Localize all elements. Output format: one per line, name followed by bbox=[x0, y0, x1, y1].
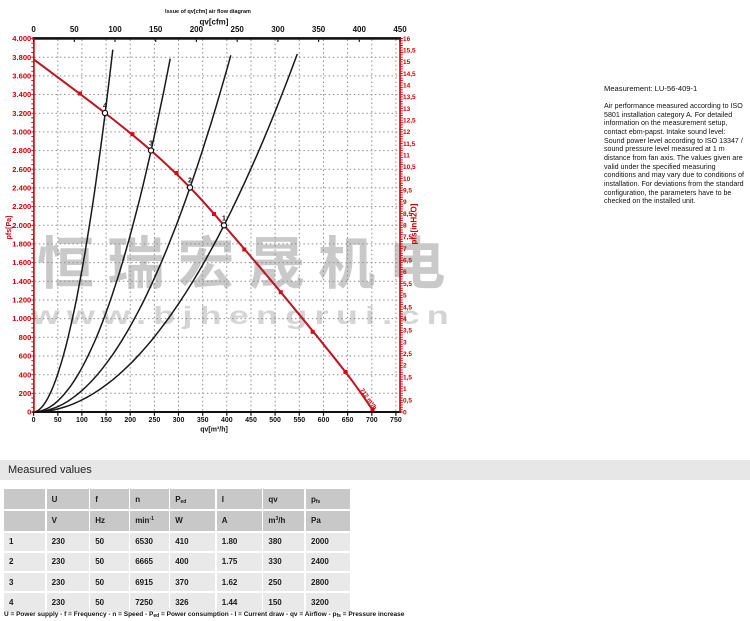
svg-text:500: 500 bbox=[269, 417, 281, 424]
svg-text:2,5: 2,5 bbox=[403, 351, 412, 358]
svg-text:2: 2 bbox=[403, 363, 407, 370]
svg-text:www.bjhengrui.cn: www.bjhengrui.cn bbox=[30, 302, 450, 330]
svg-text:11: 11 bbox=[403, 153, 410, 160]
svg-text:2.600: 2.600 bbox=[12, 165, 31, 174]
svg-text:300: 300 bbox=[271, 25, 285, 34]
svg-text:3,5: 3,5 bbox=[403, 328, 412, 335]
svg-text:11,5: 11,5 bbox=[403, 141, 416, 148]
svg-text:14: 14 bbox=[403, 83, 411, 90]
svg-text:pfs[Pa]: pfs[Pa] bbox=[6, 216, 13, 240]
svg-text:650: 650 bbox=[342, 417, 354, 424]
svg-text:3.400: 3.400 bbox=[12, 90, 31, 99]
svg-text:14,5: 14,5 bbox=[403, 71, 416, 78]
svg-text:2: 2 bbox=[188, 178, 192, 185]
svg-text:350: 350 bbox=[312, 25, 326, 34]
svg-text:15: 15 bbox=[403, 59, 411, 66]
svg-text:750: 750 bbox=[390, 417, 402, 424]
svg-text:400: 400 bbox=[221, 417, 233, 424]
svg-text:10: 10 bbox=[403, 176, 411, 183]
svg-text:50: 50 bbox=[70, 25, 79, 34]
svg-text:0: 0 bbox=[27, 408, 31, 417]
svg-text:15,5: 15,5 bbox=[403, 48, 416, 55]
svg-text:4: 4 bbox=[103, 103, 107, 110]
svg-text:1,5: 1,5 bbox=[403, 374, 412, 381]
svg-text:3: 3 bbox=[149, 141, 153, 148]
svg-text:200: 200 bbox=[124, 417, 136, 424]
svg-text:8,5: 8,5 bbox=[403, 211, 412, 218]
svg-text:600: 600 bbox=[318, 417, 330, 424]
svg-text:1: 1 bbox=[403, 386, 407, 393]
svg-text:13: 13 bbox=[403, 106, 411, 113]
svg-text:3.800: 3.800 bbox=[12, 53, 31, 62]
svg-text:600: 600 bbox=[19, 352, 32, 361]
svg-text:1: 1 bbox=[222, 216, 226, 223]
svg-text:250: 250 bbox=[149, 417, 161, 424]
svg-text:450: 450 bbox=[393, 25, 407, 34]
svg-text:150: 150 bbox=[100, 417, 112, 424]
svg-text:7: 7 bbox=[403, 246, 407, 253]
svg-text:450: 450 bbox=[245, 417, 257, 424]
svg-text:550: 550 bbox=[293, 417, 305, 424]
svg-text:1.200: 1.200 bbox=[12, 296, 31, 305]
svg-text:712 m³/h: 712 m³/h bbox=[358, 387, 378, 411]
svg-text:5,5: 5,5 bbox=[403, 281, 412, 288]
svg-text:5: 5 bbox=[403, 293, 407, 300]
svg-text:16: 16 bbox=[403, 36, 411, 43]
svg-text:2.000: 2.000 bbox=[12, 221, 31, 230]
svg-text:2.800: 2.800 bbox=[12, 146, 31, 155]
svg-text:1.600: 1.600 bbox=[12, 258, 31, 267]
svg-text:800: 800 bbox=[19, 333, 32, 342]
svg-text:3.000: 3.000 bbox=[12, 128, 31, 137]
svg-text:150: 150 bbox=[149, 25, 163, 34]
svg-text:8: 8 bbox=[403, 223, 407, 230]
svg-text:700: 700 bbox=[366, 417, 378, 424]
svg-text:400: 400 bbox=[19, 370, 32, 379]
svg-text:Issue of qv[cfm] air flow diag: Issue of qv[cfm] air flow diagram bbox=[165, 9, 251, 15]
svg-text:1.400: 1.400 bbox=[12, 277, 31, 286]
svg-text:3.600: 3.600 bbox=[12, 72, 31, 81]
svg-text:300: 300 bbox=[173, 417, 185, 424]
svg-text:0: 0 bbox=[31, 25, 36, 34]
svg-text:350: 350 bbox=[197, 417, 209, 424]
svg-text:2.200: 2.200 bbox=[12, 202, 31, 211]
svg-text:0: 0 bbox=[403, 409, 407, 416]
svg-text:400: 400 bbox=[353, 25, 367, 34]
svg-text:7,5: 7,5 bbox=[403, 234, 412, 241]
svg-text:qv[m³/h]: qv[m³/h] bbox=[200, 427, 228, 434]
svg-text:100: 100 bbox=[108, 25, 122, 34]
svg-text:qv[cfm]: qv[cfm] bbox=[200, 18, 229, 27]
svg-text:4.000: 4.000 bbox=[12, 34, 31, 43]
svg-text:10,5: 10,5 bbox=[403, 164, 416, 171]
svg-text:4: 4 bbox=[403, 316, 407, 323]
svg-text:6: 6 bbox=[403, 269, 407, 276]
svg-text:3: 3 bbox=[403, 339, 407, 346]
svg-text:200: 200 bbox=[19, 389, 32, 398]
svg-text:1.800: 1.800 bbox=[12, 240, 31, 249]
svg-text:9,5: 9,5 bbox=[403, 188, 412, 195]
svg-text:1.000: 1.000 bbox=[12, 314, 31, 323]
svg-text:250: 250 bbox=[231, 25, 245, 34]
svg-text:4,5: 4,5 bbox=[403, 304, 412, 311]
svg-text:2.400: 2.400 bbox=[12, 184, 31, 193]
svg-text:13,5: 13,5 bbox=[403, 94, 416, 101]
svg-text:100: 100 bbox=[76, 417, 88, 424]
svg-text:6,5: 6,5 bbox=[403, 258, 412, 265]
svg-text:50: 50 bbox=[54, 417, 62, 424]
svg-text:0: 0 bbox=[32, 417, 36, 424]
svg-text:9: 9 bbox=[403, 199, 407, 206]
svg-text:12,5: 12,5 bbox=[403, 118, 416, 125]
svg-text:12: 12 bbox=[403, 129, 411, 136]
svg-text:200: 200 bbox=[190, 25, 204, 34]
svg-text:0,5: 0,5 bbox=[403, 398, 412, 405]
svg-text:pfs[inH2O]: pfs[inH2O] bbox=[410, 203, 419, 244]
svg-text:3.200: 3.200 bbox=[12, 109, 31, 118]
